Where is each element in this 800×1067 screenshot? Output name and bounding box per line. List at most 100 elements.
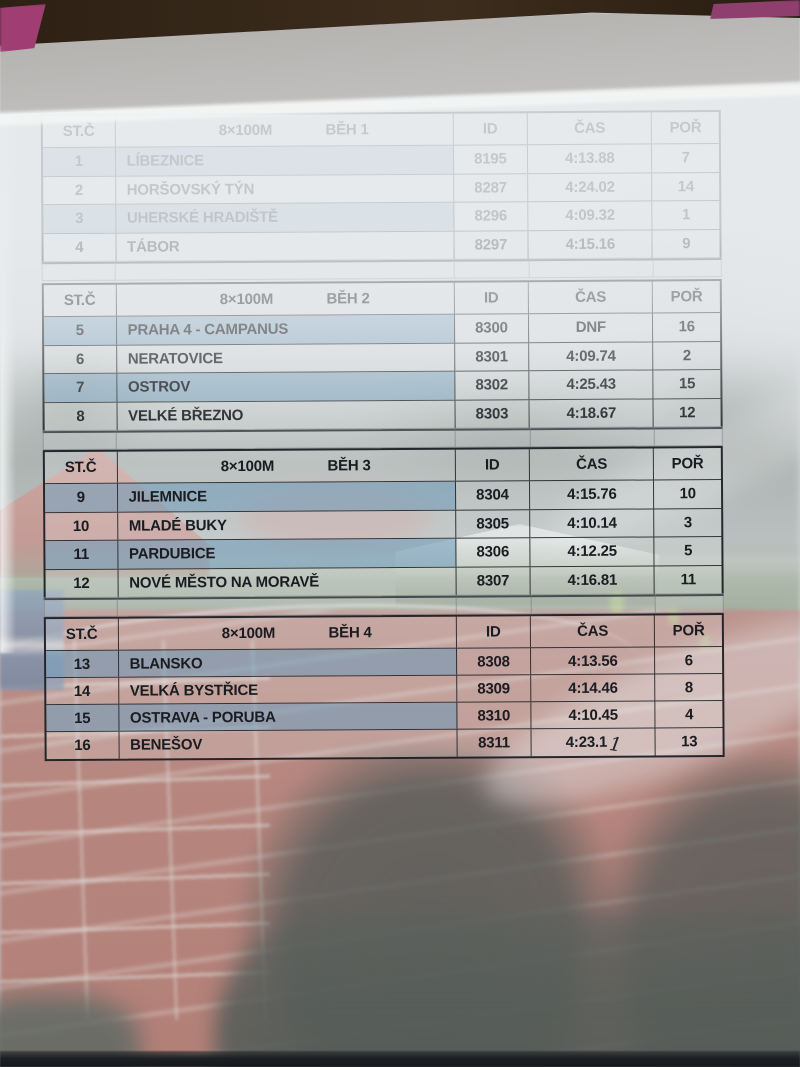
rank: 6 — [684, 651, 693, 669]
column-header-id: ID — [455, 449, 531, 481]
team-name: TÁBOR — [116, 231, 455, 262]
rank: 14 — [677, 177, 695, 196]
table-row: 6 NERATOVICE 8301 4:09.74 2 — [44, 341, 721, 375]
column-header-id: ID — [453, 113, 529, 145]
team-id: 8195 — [453, 145, 529, 174]
column-header-time: ČAS — [528, 281, 654, 314]
heat-label: BĚH 1 — [325, 121, 369, 139]
column-header-rank: POŘ — [671, 455, 704, 473]
finish-time: 4:09.74 — [529, 341, 654, 371]
start-number: 2 — [43, 176, 116, 205]
team-id: 8303 — [455, 399, 530, 429]
finish-time: DNF — [529, 313, 654, 342]
column-header-event: 8×100M BĚH 4 — [118, 616, 457, 650]
column-header-time: ČAS — [527, 112, 653, 145]
team-id: 8308 — [456, 648, 532, 675]
rank: 7 — [681, 149, 690, 167]
start-number: 1 — [42, 147, 116, 176]
rank: 2 — [682, 346, 692, 365]
start-number: 14 — [46, 677, 119, 705]
team-id: 8296 — [453, 202, 529, 231]
team-id: 8302 — [454, 371, 530, 400]
rank: 15 — [678, 375, 696, 393]
team-name: PARDUBICE — [117, 538, 457, 569]
table-row: 3 UHERSKÉ HRADIŠTĚ 8296 4:09.32 1 — [43, 201, 720, 234]
table-row: 14 VELKÁ BYSTŘICE 8309 4:14.46 8 — [46, 674, 723, 706]
start-number: 7 — [44, 373, 118, 402]
table-row: 7 OSTROV 8302 4:25.43 15 — [44, 370, 721, 403]
table-row: 5 PRAHA 4 - CAMPANUS 8300 DNF 16 — [43, 313, 721, 346]
table-row: 16 BENEŠOV 8311 4:23.1 1 13 — [46, 728, 723, 760]
team-name: OSTROV — [116, 371, 456, 402]
start-number: 9 — [44, 483, 118, 512]
finish-time: 4:24.02 — [528, 172, 653, 202]
column-header-id: ID — [454, 282, 530, 314]
team-name: OSTRAVA - PORUBA — [118, 702, 458, 731]
start-number: 11 — [45, 540, 119, 569]
finish-time: 4:10.45 — [531, 701, 656, 729]
finish-time: 4:16.81 — [530, 565, 656, 596]
rank: 5 — [683, 542, 693, 560]
finish-time: 4:13.56 — [531, 647, 656, 675]
finish-time: 4:23.1 — [565, 733, 608, 751]
team-name: LÍBEZNICE — [115, 145, 454, 176]
team-id: 8287 — [453, 173, 529, 202]
results-table-heat-3: ST.Č 8×100M BĚH 3 ID ČAS POŘ 9 JILEMNICE… — [42, 446, 724, 601]
finish-time: 4:09.32 — [528, 201, 653, 230]
finish-time: 4:18.67 — [529, 398, 655, 429]
team-name: BENEŠOV — [119, 729, 458, 759]
team-name: UHERSKÉ HRADIŠTĚ — [115, 202, 455, 233]
team-id: 8310 — [456, 702, 532, 729]
table-row: 1 LÍBEZNICE 8195 4:13.88 7 — [42, 144, 720, 177]
rank: 1 — [681, 206, 691, 224]
finish-time: 4:15.76 — [530, 480, 655, 509]
window-frame-bottom — [0, 1051, 800, 1067]
start-number: 3 — [43, 204, 117, 233]
team-name: VELKÉ BŘEZNO — [117, 400, 456, 431]
event-label: 8×100M — [220, 457, 275, 476]
table-row: 10 MLADÉ BUKY 8305 4:10.14 3 — [45, 508, 722, 542]
empty-grid-row — [41, 257, 722, 282]
results-table-heat-4: ST.Č 8×100M BĚH 4 ID ČAS POŘ 13 BLANSKO … — [43, 613, 725, 762]
rank: 16 — [678, 318, 695, 336]
heat-label: BĚH 2 — [326, 290, 370, 308]
column-header-rank: POŘ — [669, 119, 702, 137]
team-id: 8300 — [454, 314, 530, 343]
start-number: 16 — [46, 731, 120, 760]
team-name: NOVÉ MĚSTO NA MORAVĚ — [118, 567, 457, 598]
magenta-patch-right — [710, 0, 800, 19]
finish-time: 4:10.14 — [530, 508, 655, 538]
column-header-st: ST.Č — [44, 451, 118, 484]
team-id: 8304 — [455, 481, 531, 510]
finish-time: 4:13.88 — [528, 144, 653, 173]
start-number: 4 — [43, 233, 117, 263]
rank: 8 — [684, 678, 694, 696]
start-number: 6 — [44, 345, 117, 374]
rank: 4 — [684, 705, 694, 723]
column-header-st: ST.Č — [45, 618, 119, 651]
column-header-rank: POŘ — [672, 622, 705, 640]
table-row: 13 BLANSKO 8308 4:13.56 6 — [46, 647, 723, 679]
finish-time: 4:25.43 — [529, 370, 654, 399]
rank: 12 — [679, 404, 696, 422]
team-id: 8301 — [454, 342, 530, 371]
table-header-row: ST.Č 8×100M BĚH 2 ID ČAS POŘ — [43, 281, 720, 318]
rank: 10 — [679, 485, 696, 503]
finish-time: 4:15.16 — [528, 229, 654, 260]
finish-time-with-handwriting: 4:23.1 1 — [531, 728, 657, 757]
table-row: 15 OSTRAVA - PORUBA 8310 4:10.45 4 — [46, 701, 723, 733]
column-header-rank: POŘ — [670, 288, 703, 306]
handwritten-digit: 1 — [607, 732, 623, 756]
team-id: 8309 — [456, 675, 532, 702]
team-name: NERATOVICE — [116, 343, 455, 373]
event-label: 8×100M — [221, 624, 276, 643]
team-name: VELKÁ BYSTŘICE — [118, 675, 457, 704]
heat-label: BĚH 3 — [327, 457, 371, 475]
table-header-row: ST.Č 8×100M BĚH 4 ID ČAS POŘ — [45, 615, 723, 652]
team-id: 8305 — [455, 509, 531, 538]
finish-time: 4:12.25 — [530, 537, 655, 566]
column-header-id: ID — [456, 616, 532, 648]
table-row: 11 PARDUBICE 8306 4:12.25 5 — [45, 537, 722, 570]
